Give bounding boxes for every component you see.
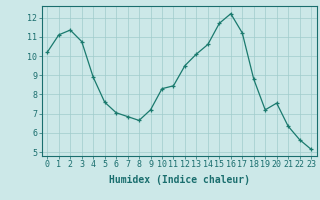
X-axis label: Humidex (Indice chaleur): Humidex (Indice chaleur) — [109, 175, 250, 185]
